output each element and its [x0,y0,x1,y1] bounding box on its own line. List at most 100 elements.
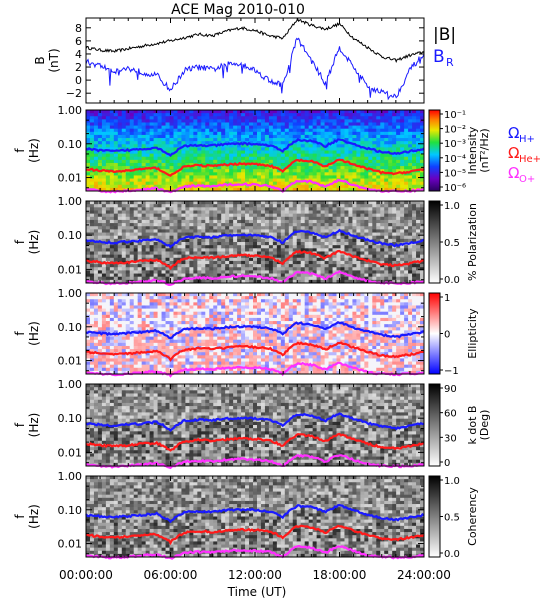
heatmap-cell [288,128,294,133]
heatmap-cell [109,131,115,136]
heatmap-cell [97,119,103,123]
heatmap-cell [193,232,198,237]
heatmap-cell [412,166,417,170]
heatmap-cell [157,245,162,249]
heatmap-cell [328,159,333,164]
heatmap-cell [360,242,365,246]
heatmap-cell [213,122,218,126]
heatmap-cell [416,128,421,133]
heatmap-cell [320,122,325,126]
heatmap-cell [221,153,226,158]
heatmap-cell [332,273,337,278]
heatmap-cell [165,213,170,218]
heatmap-cell [260,181,266,186]
heatmap-cell [296,187,302,192]
heatmap-cell [364,184,369,189]
heatmap-cell [185,201,190,205]
heatmap-cell [125,273,131,278]
heatmap-cell [332,213,337,218]
heatmap-cell [312,248,318,252]
heatmap-cell [268,279,274,284]
heatmap-cell [141,216,147,221]
heatmap-cell [360,113,365,117]
heatmap-cell [105,314,111,319]
heatmap-cell [348,257,353,262]
heatmap-cell [233,276,238,281]
heatmap-cell [368,260,373,265]
heatmap-cell [376,248,381,252]
heatmap-cell [113,367,119,372]
heatmap-cell [344,144,349,148]
heatmap-cell [201,150,206,155]
heatmap-cell [93,204,99,208]
heatmap-cell [221,245,226,249]
heatmap-cell [348,147,353,151]
heatmap-cell [392,184,397,189]
heatmap-cell [165,232,170,237]
heatmap-cell [97,207,103,211]
heatmap-cell [253,169,258,173]
heatmap-cell [300,235,306,240]
heatmap-cell [360,207,365,211]
heatmap-cell [272,119,278,123]
heatmap-cell [93,184,99,189]
heatmap-cell [332,166,337,170]
heatmap-cell [161,267,166,271]
heatmap-cell [352,116,357,120]
heatmap-cell [320,110,325,114]
heatmap-cell [304,260,310,265]
heatmap-cell [352,219,357,224]
heatmap-cell [165,229,170,233]
heatmap-cell [113,178,119,183]
heatmap-cell [328,248,333,252]
heatmap-cell [133,122,139,126]
heatmap-cell [388,147,393,151]
heatmap-cell [348,172,353,176]
heatmap-cell [197,116,202,120]
heatmap-cell [276,150,282,155]
heatmap-cell [368,245,373,249]
heatmap-cell [165,122,170,126]
heatmap-cell [249,216,254,221]
heatmap-cell [205,248,210,252]
heatmap-cell [328,128,333,133]
heatmap-cell [400,125,405,130]
heatmap-cell [157,153,162,158]
heatmap-cell [320,141,325,145]
heatmap-cell [89,162,95,167]
heatmap-cell [197,264,202,268]
heatmap-cell [181,128,186,133]
heatmap-cell [169,210,174,215]
heatmap-cell [268,166,274,170]
heatmap-cell [225,232,230,237]
heatmap-cell [292,187,298,192]
heatmap-cell [260,242,266,246]
heatmap-cell [400,162,405,167]
heatmap-cell [141,248,147,252]
heatmap-cell [364,144,369,148]
heatmap-cell [121,248,127,252]
heatmap-cell [93,264,99,268]
heatmap-cell [292,125,298,130]
heatmap-cell [352,232,357,237]
heatmap-cell [221,178,226,183]
heatmap-cell [324,260,329,265]
heatmap-cell [280,125,286,130]
heatmap-cell [105,254,111,259]
heatmap-cell [129,336,135,341]
heatmap-cell [157,181,162,186]
heatmap-cell [396,181,401,186]
heatmap-cell [93,201,99,205]
heatmap-cell [157,207,162,211]
heatmap-cell [113,162,119,167]
heatmap-cell [161,134,166,139]
heatmap-cell [296,226,302,230]
heatmap-cell [416,178,421,183]
heatmap-cell [320,134,325,139]
heatmap-cell [336,254,341,259]
heatmap-cell [408,128,413,133]
heatmap-cell [253,156,258,161]
heatmap-cell [372,162,377,167]
heatmap-cell [105,308,111,313]
heatmap-cell [372,128,377,133]
